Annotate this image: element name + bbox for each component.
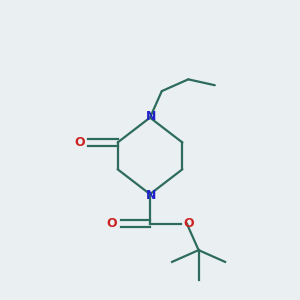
- Text: N: N: [146, 189, 157, 202]
- Text: O: O: [74, 136, 85, 149]
- Text: N: N: [146, 110, 157, 123]
- Text: O: O: [106, 217, 117, 230]
- Text: O: O: [183, 217, 194, 230]
